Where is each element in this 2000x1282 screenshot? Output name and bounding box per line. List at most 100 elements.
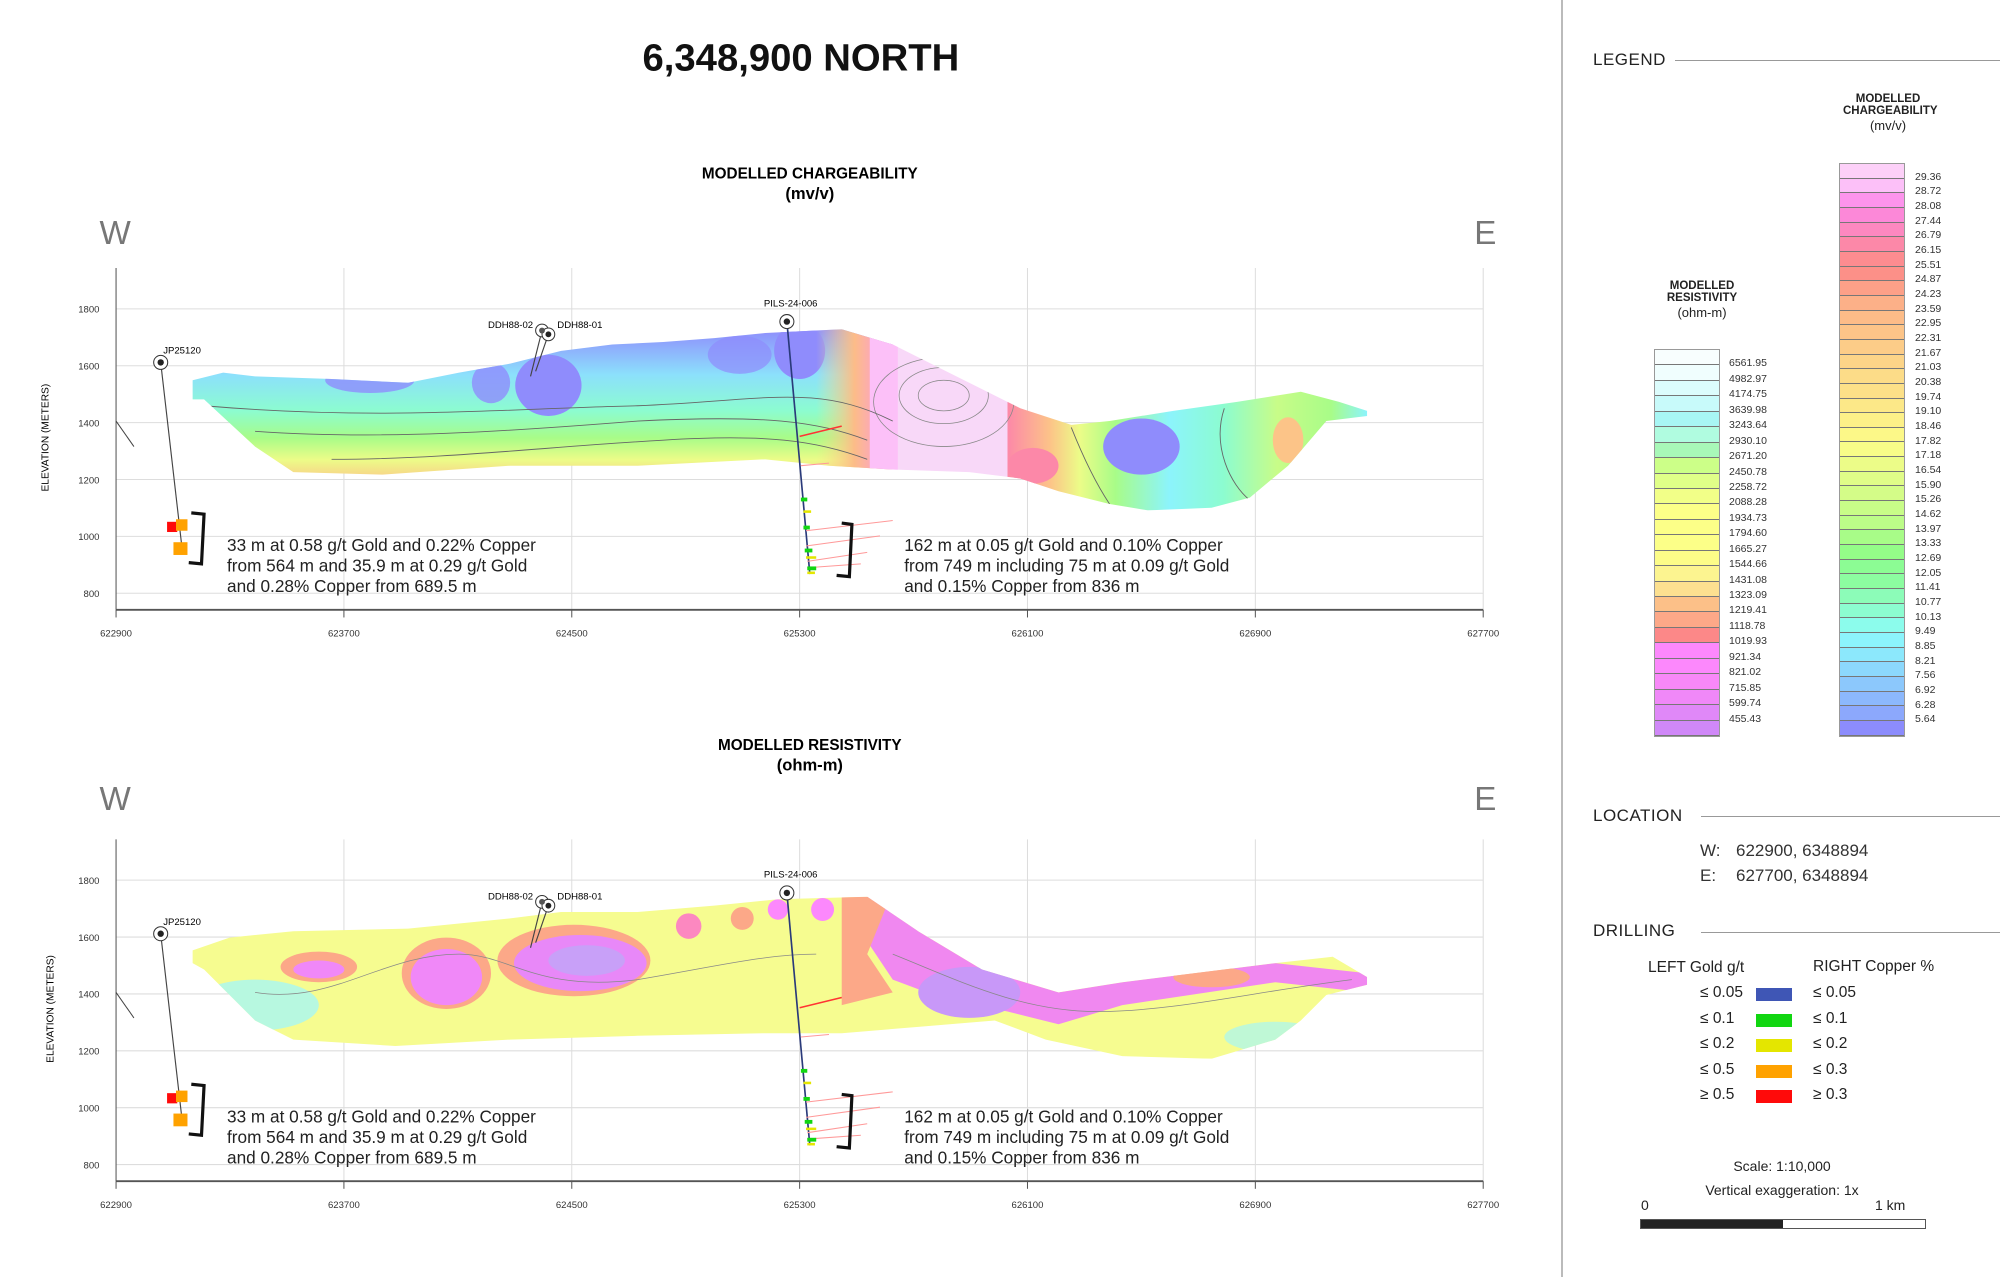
resistivity-label: 1431.08 (1729, 573, 1767, 586)
gold-interval (175, 1090, 188, 1103)
collar-icon (157, 930, 164, 937)
chargeability-swatch (1840, 515, 1904, 531)
west-label: W (99, 215, 131, 252)
svg-text:162 m at 0.05 g/t Gold and 0.1: 162 m at 0.05 g/t Gold and 0.10% Copper (904, 535, 1223, 555)
drillhole-label: PILS-24-006 (764, 298, 818, 309)
resistivity-label: 1219.41 (1729, 604, 1767, 617)
scale-bar-end: 1 km (1875, 1197, 1906, 1213)
divider (1675, 60, 2000, 61)
x-tick-label: 622900 (100, 1200, 132, 1211)
east-label: E (1474, 215, 1496, 252)
chargeability-label: 13.97 (1915, 522, 1942, 535)
svg-text:from 564 m and 35.9 m at 0.29: from 564 m and 35.9 m at 0.29 g/t Gold (227, 556, 527, 576)
grade-color-swatch (1756, 988, 1792, 1001)
resistivity-label: 599.74 (1729, 697, 1762, 710)
resistivity-swatch (1655, 458, 1719, 474)
resistivity-label: 2088.28 (1729, 496, 1767, 509)
chargeability-legend-title: MODELLED CHARGEABILITY (mv/v) (1843, 93, 1938, 133)
chargeability-swatch (1840, 633, 1904, 648)
scale-text: Scale: 1:10,000 (1733, 1158, 1831, 1174)
chargeability-label: 22.95 (1915, 317, 1942, 330)
y-tick-label: 1000 (78, 1104, 99, 1115)
svg-text:from 564 m and 35.9 m at 0.29: from 564 m and 35.9 m at 0.29 g/t Gold (227, 1127, 527, 1147)
gold-interval (173, 542, 188, 555)
y-tick-label: 800 (84, 589, 100, 600)
chargeability-swatch (1840, 281, 1904, 296)
chargeability-label: 21.03 (1915, 361, 1942, 374)
resistivity-swatch (1655, 612, 1719, 628)
chargeability-swatch (1840, 486, 1904, 502)
chargeability-swatch (1840, 662, 1904, 677)
chargeability-label: 9.49 (1915, 625, 1936, 638)
x-tick-label: 623700 (328, 1200, 360, 1211)
drillhole-ddh88[interactable]: DDH88-02 DDH88-01 (488, 891, 602, 948)
resistivity-label: 1019.93 (1729, 635, 1767, 648)
legend-heading: LEGEND (1593, 50, 1666, 69)
drillhole-pils-24-006[interactable]: PILS-24-006 (764, 870, 893, 1150)
chargeability-swatch (1840, 471, 1904, 487)
chargeability-swatch (1840, 266, 1904, 282)
chargeability-label: 5.64 (1915, 713, 1936, 726)
chargeability-label: 6.92 (1915, 684, 1936, 696)
chargeability-colorbar (1839, 163, 1905, 737)
copper-threshold: ≤ 0.05 (1813, 984, 1856, 1001)
divider (1701, 932, 2000, 933)
panel-divider (1561, 0, 1563, 1277)
chargeability-label: 7.56 (1915, 669, 1936, 682)
chargeability-label: 12.69 (1915, 552, 1942, 564)
interval-bracket (836, 521, 854, 579)
chargeability-label: 17.18 (1915, 449, 1942, 462)
chargeability-label: 10.13 (1915, 610, 1942, 623)
west-label: W (99, 781, 131, 818)
svg-text:and 0.15% Copper from 836 m: and 0.15% Copper from 836 m (904, 576, 1139, 596)
chargeability-swatch (1840, 457, 1904, 472)
y-tick-label: 1600 (78, 933, 99, 944)
resistivity-swatch (1655, 427, 1719, 443)
chargeability-swatch (1840, 354, 1904, 370)
chargeability-label: 16.54 (1915, 464, 1942, 476)
chargeability-swatch (1840, 339, 1904, 355)
interval-bracket (188, 511, 206, 566)
chargeability-label: 13.33 (1915, 537, 1942, 550)
chargeability-swatch (1840, 310, 1904, 326)
drillhole-jp25120[interactable]: JP25120 (153, 917, 206, 1137)
x-tick-label: 625300 (784, 1200, 816, 1211)
x-tick-label: 626900 (1239, 629, 1271, 640)
chargeability-swatch (1840, 691, 1904, 707)
resistivity-label: 921.34 (1729, 650, 1762, 663)
resistivity-swatch (1655, 689, 1719, 706)
chargeability-label: 24.23 (1915, 288, 1942, 300)
resistivity-label: 4174.75 (1729, 388, 1767, 401)
copper-threshold: ≤ 0.3 (1813, 1060, 1848, 1078)
chargeability-label: 18.46 (1915, 420, 1942, 432)
chargeability-swatch (1840, 647, 1904, 663)
scale-bar-filled (1641, 1220, 1783, 1228)
drillhole-ddh88[interactable]: DDH88-02 DDH88-01 (488, 320, 602, 377)
drillhole-label: JP25120 (163, 917, 201, 928)
section-axes: 622900 623700 624500 625300 626100 626900 6277… (78, 268, 1499, 640)
chargeability-label: 14.62 (1915, 508, 1942, 520)
chargeability-label: 23.59 (1915, 302, 1942, 315)
y-axis-label: ELEVATION (METERS) (40, 384, 51, 492)
svg-text:and 0.28% Copper from 689.5 m: and 0.28% Copper from 689.5 m (227, 1147, 477, 1167)
resistivity-swatch (1655, 473, 1719, 489)
chargeability-swatch (1840, 207, 1904, 223)
resistivity-swatch (1655, 720, 1719, 736)
chargeability-swatch (1840, 706, 1904, 721)
drillhole-pils-24-006[interactable]: PILS-24-006 (764, 298, 893, 579)
legend-panel: LEGEND MODELLED RESISTIVITY (ohm-m) 6561.… (1563, 0, 2000, 1277)
resistivity-swatch (1655, 550, 1719, 567)
chargeability-model-fill (192, 329, 1368, 511)
divider (1701, 816, 2000, 817)
drillhole-jp25120[interactable]: JP25120 (153, 345, 206, 566)
section-unit: (mv/v) (785, 184, 834, 203)
chargeability-swatch (1840, 251, 1904, 267)
resistivity-label: 1544.66 (1729, 558, 1767, 571)
chargeability-label: 19.10 (1915, 405, 1942, 418)
collar-icon (157, 359, 164, 366)
chargeability-swatch (1840, 178, 1904, 194)
copper-threshold: ≥ 0.3 (1813, 1086, 1848, 1103)
chargeability-label: 26.15 (1915, 244, 1942, 256)
section-trace-line (115, 420, 135, 447)
gold-threshold: ≤ 0.1 (1700, 1009, 1735, 1027)
